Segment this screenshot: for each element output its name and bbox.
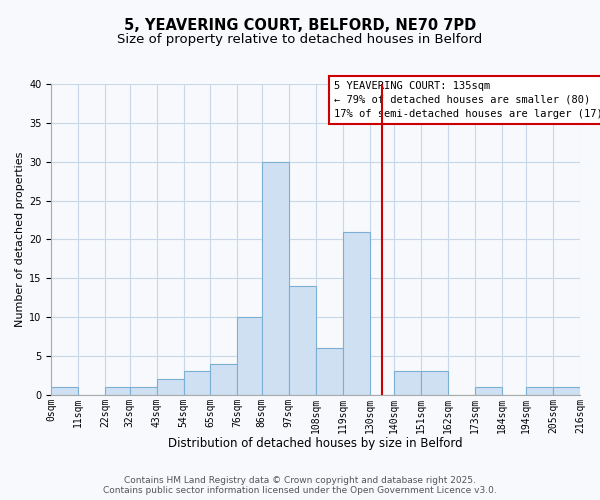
Bar bbox=[211, 364, 238, 395]
Bar bbox=[421, 372, 448, 395]
Text: 5, YEAVERING COURT, BELFORD, NE70 7PD: 5, YEAVERING COURT, BELFORD, NE70 7PD bbox=[124, 18, 476, 32]
Bar bbox=[238, 317, 262, 395]
Text: 5 YEAVERING COURT: 135sqm
← 79% of detached houses are smaller (80)
17% of semi-: 5 YEAVERING COURT: 135sqm ← 79% of detac… bbox=[334, 81, 600, 119]
Text: Size of property relative to detached houses in Belford: Size of property relative to detached ho… bbox=[118, 32, 482, 46]
Bar bbox=[394, 372, 421, 395]
Bar bbox=[475, 387, 502, 395]
X-axis label: Distribution of detached houses by size in Belford: Distribution of detached houses by size … bbox=[169, 437, 463, 450]
Y-axis label: Number of detached properties: Number of detached properties bbox=[15, 152, 25, 327]
Text: Contains HM Land Registry data © Crown copyright and database right 2025.
Contai: Contains HM Land Registry data © Crown c… bbox=[103, 476, 497, 495]
Bar bbox=[130, 387, 157, 395]
Bar bbox=[526, 387, 553, 395]
Bar bbox=[553, 387, 580, 395]
Bar bbox=[184, 372, 211, 395]
Bar bbox=[289, 286, 316, 395]
Bar bbox=[52, 387, 79, 395]
Bar bbox=[262, 162, 289, 395]
Bar bbox=[157, 380, 184, 395]
Bar bbox=[105, 387, 130, 395]
Bar bbox=[343, 232, 370, 395]
Bar bbox=[316, 348, 343, 395]
